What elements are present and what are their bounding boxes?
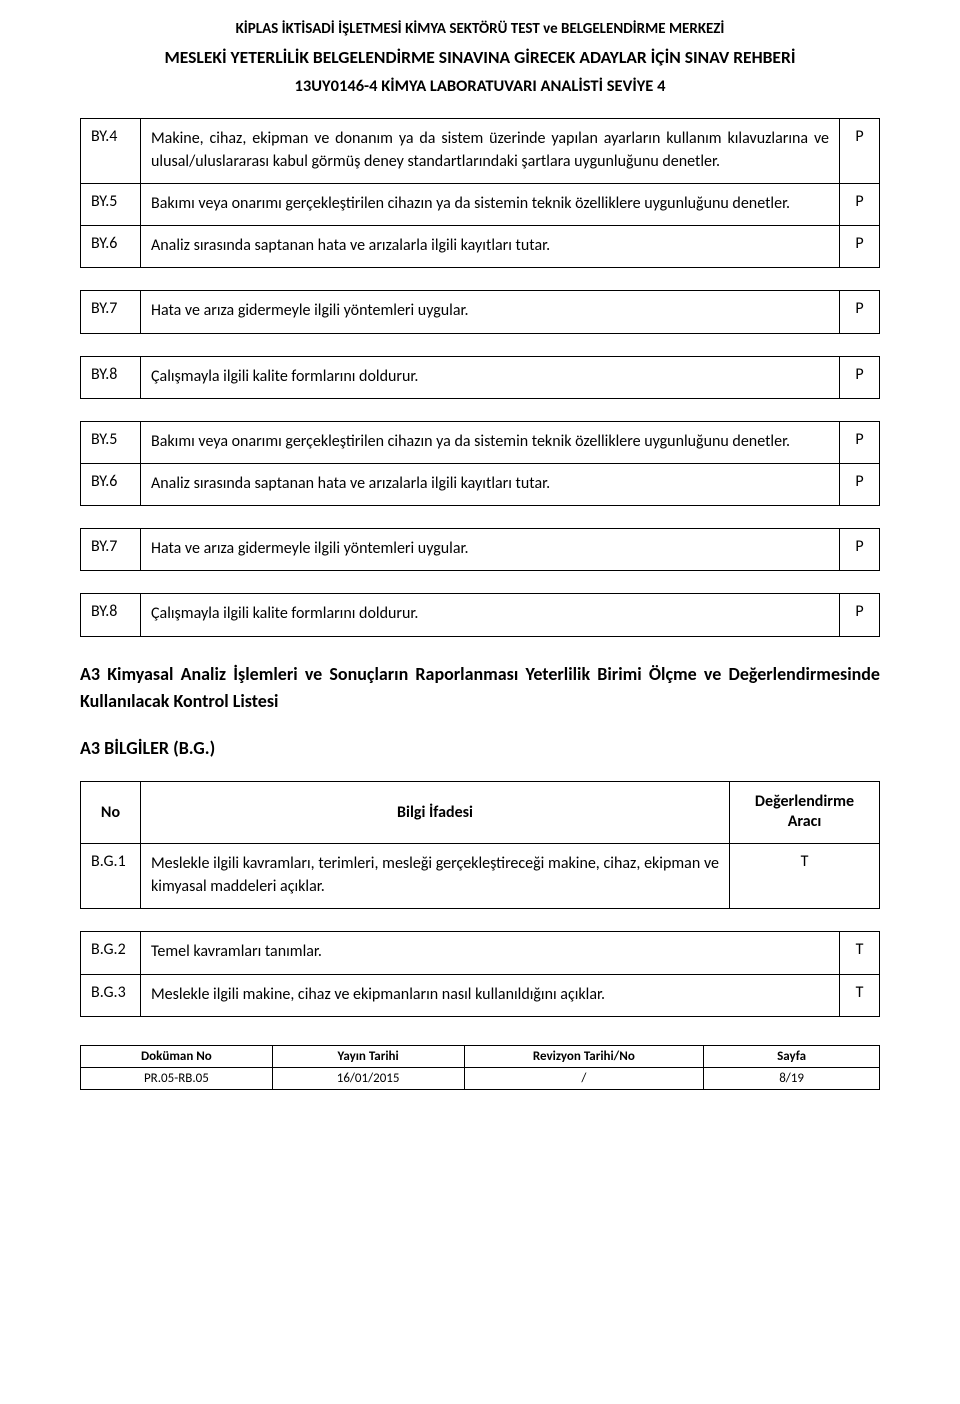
- row-desc: Hata ve arıza gidermeyle ilgili yöntemle…: [141, 529, 840, 571]
- row-desc: Meslekle ilgili makine, cihaz ve ekipman…: [141, 974, 840, 1016]
- table-row: B.G.3 Meslekle ilgili makine, cihaz ve e…: [81, 974, 880, 1016]
- footer-value-row: PR.05-RB.05 16/01/2015 / 8/19: [81, 1067, 880, 1089]
- section-title-a3: A3 Kimyasal Analiz İşlemleri ve Sonuçlar…: [80, 661, 880, 715]
- row-code: B.G.3: [81, 974, 141, 1016]
- table-by-block-4: BY.5 Bakımı veya onarımı gerçekleştirile…: [80, 421, 880, 506]
- row-code: BY.8: [81, 356, 141, 398]
- row-mark: P: [840, 291, 880, 333]
- row-mark: P: [840, 463, 880, 505]
- table-bg-block-1: No Bilgi İfadesi Değerlendirme Aracı B.G…: [80, 781, 880, 910]
- table-row: B.G.2 Temel kavramları tanımlar. T: [81, 932, 880, 974]
- table-row: BY.7 Hata ve arıza gidermeyle ilgili yön…: [81, 291, 880, 333]
- row-mark: P: [840, 184, 880, 226]
- footer-label-dok: Doküman No: [81, 1045, 273, 1067]
- row-desc: Bakımı veya onarımı gerçekleştirilen cih…: [141, 421, 840, 463]
- footer-value-yayin: 16/01/2015: [272, 1067, 464, 1089]
- table-by-block-2: BY.7 Hata ve arıza gidermeyle ilgili yön…: [80, 290, 880, 333]
- row-code: BY.7: [81, 291, 141, 333]
- footer-table: Doküman No Yayın Tarihi Revizyon Tarihi/…: [80, 1045, 880, 1090]
- col-header-mark: Değerlendirme Aracı: [730, 781, 880, 844]
- row-code: B.G.2: [81, 932, 141, 974]
- table-row: BY.7 Hata ve arıza gidermeyle ilgili yön…: [81, 529, 880, 571]
- table-row: BY.6 Analiz sırasında saptanan hata ve a…: [81, 226, 880, 268]
- footer-label-rev: Revizyon Tarihi/No: [464, 1045, 704, 1067]
- row-mark: P: [840, 421, 880, 463]
- table-by-block-1: BY.4 Makine, cihaz, ekipman ve donanım y…: [80, 118, 880, 269]
- table-row: BY.5 Bakımı veya onarımı gerçekleştirile…: [81, 421, 880, 463]
- row-mark: T: [840, 974, 880, 1016]
- document-page: KİPLAS İKTİSADİ İŞLETMESİ KİMYA SEKTÖRÜ …: [0, 0, 960, 1120]
- footer-label-sayfa: Sayfa: [704, 1045, 880, 1067]
- table-row: BY.6 Analiz sırasında saptanan hata ve a…: [81, 463, 880, 505]
- row-code: BY.8: [81, 594, 141, 636]
- row-mark: T: [840, 932, 880, 974]
- header-title-1: MESLEKİ YETERLİLİK BELGELENDİRME SINAVIN…: [80, 46, 880, 70]
- row-desc: Çalışmayla ilgili kalite formlarını dold…: [141, 356, 840, 398]
- col-header-desc: Bilgi İfadesi: [141, 781, 730, 844]
- col-header-no: No: [81, 781, 141, 844]
- table-by-block-5: BY.7 Hata ve arıza gidermeyle ilgili yön…: [80, 528, 880, 571]
- row-desc: Bakımı veya onarımı gerçekleştirilen cih…: [141, 184, 840, 226]
- table-bg-block-2: B.G.2 Temel kavramları tanımlar. T B.G.3…: [80, 931, 880, 1016]
- row-mark: P: [840, 529, 880, 571]
- table-row: BY.8 Çalışmayla ilgili kalite formlarını…: [81, 594, 880, 636]
- row-desc: Temel kavramları tanımlar.: [141, 932, 840, 974]
- row-code: BY.4: [81, 118, 141, 183]
- row-mark: T: [730, 844, 880, 909]
- header-org: KİPLAS İKTİSADİ İŞLETMESİ KİMYA SEKTÖRÜ …: [80, 20, 880, 38]
- row-mark: P: [840, 356, 880, 398]
- footer-label-row: Doküman No Yayın Tarihi Revizyon Tarihi/…: [81, 1045, 880, 1067]
- row-code: BY.6: [81, 463, 141, 505]
- table-row: BY.8 Çalışmayla ilgili kalite formlarını…: [81, 356, 880, 398]
- footer-value-dok: PR.05-RB.05: [81, 1067, 273, 1089]
- row-code: BY.5: [81, 421, 141, 463]
- table-by-block-6: BY.8 Çalışmayla ilgili kalite formlarını…: [80, 593, 880, 636]
- table-row: BY.4 Makine, cihaz, ekipman ve donanım y…: [81, 118, 880, 183]
- subsection-title-bg: A3 BİLGİLER (B.G.): [80, 737, 880, 759]
- row-desc: Makine, cihaz, ekipman ve donanım ya da …: [141, 118, 840, 183]
- row-code: BY.6: [81, 226, 141, 268]
- row-code: BY.5: [81, 184, 141, 226]
- table-by-block-3: BY.8 Çalışmayla ilgili kalite formlarını…: [80, 356, 880, 399]
- footer-value-sayfa: 8/19: [704, 1067, 880, 1089]
- row-desc: Analiz sırasında saptanan hata ve arızal…: [141, 226, 840, 268]
- row-mark: P: [840, 226, 880, 268]
- table-header-row: No Bilgi İfadesi Değerlendirme Aracı: [81, 781, 880, 844]
- footer-value-rev: /: [464, 1067, 704, 1089]
- table-row: B.G.1 Meslekle ilgili kavramları, teriml…: [81, 844, 880, 909]
- row-code: B.G.1: [81, 844, 141, 909]
- table-row: BY.5 Bakımı veya onarımı gerçekleştirile…: [81, 184, 880, 226]
- header-title-2: 13UY0146-4 KİMYA LABORATUVARI ANALİSTİ S…: [80, 76, 880, 96]
- row-desc: Meslekle ilgili kavramları, terimleri, m…: [141, 844, 730, 909]
- row-desc: Çalışmayla ilgili kalite formlarını dold…: [141, 594, 840, 636]
- row-desc: Hata ve arıza gidermeyle ilgili yöntemle…: [141, 291, 840, 333]
- footer-label-yayin: Yayın Tarihi: [272, 1045, 464, 1067]
- row-desc: Analiz sırasında saptanan hata ve arızal…: [141, 463, 840, 505]
- row-mark: P: [840, 594, 880, 636]
- row-code: BY.7: [81, 529, 141, 571]
- row-mark: P: [840, 118, 880, 183]
- footer: Doküman No Yayın Tarihi Revizyon Tarihi/…: [80, 1045, 880, 1090]
